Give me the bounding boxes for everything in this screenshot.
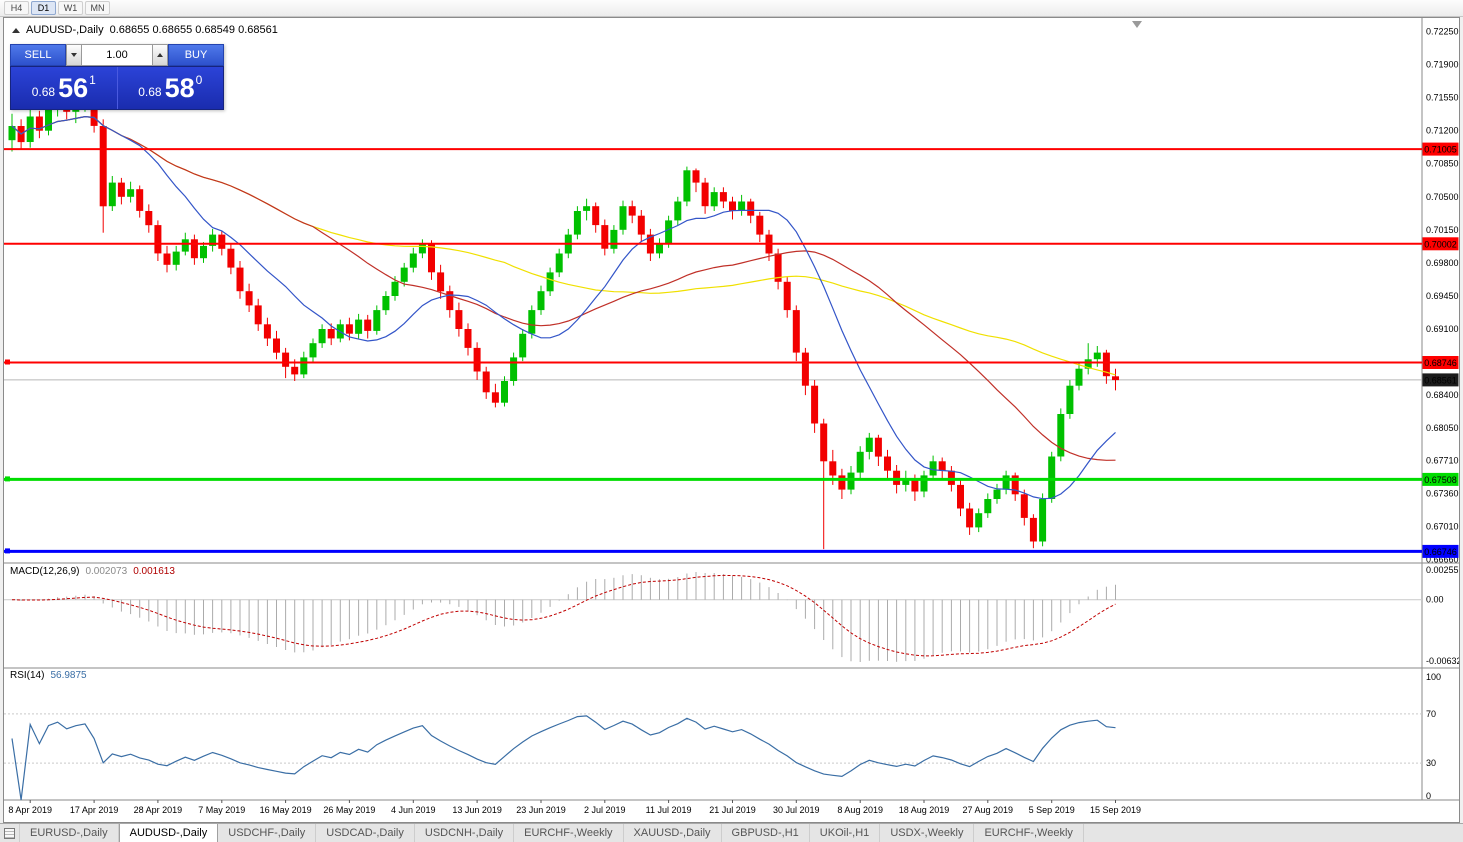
svg-text:0.71900: 0.71900 <box>1426 60 1459 70</box>
chart-tab-gbpusd-h1[interactable]: GBPUSD-,H1 <box>722 824 810 842</box>
svg-text:0.67010: 0.67010 <box>1426 521 1459 531</box>
chart-tab-bar: EURUSD-,Daily AUDUSD-,Daily USDCHF-,Daily U… <box>0 823 1463 842</box>
svg-text:18 Aug 2019: 18 Aug 2019 <box>899 805 950 815</box>
svg-text:-0.006326: -0.006326 <box>1426 656 1459 666</box>
chart-tab-eurchf-weekly[interactable]: EURCHF-,Weekly <box>514 824 624 842</box>
triangle-down-icon <box>71 53 77 57</box>
chart-window: 0.72250 0.71900 0.71550 0.71200 0.70850 0.705… <box>3 17 1460 823</box>
svg-text:13 Jun 2019: 13 Jun 2019 <box>452 805 502 815</box>
chart-tab-usdx-weekly[interactable]: USDX-,Weekly <box>880 824 975 842</box>
chart-tab-eurchf-weekly[interactable]: EURCHF-,Weekly <box>974 824 1084 842</box>
svg-text:0.69450: 0.69450 <box>1426 291 1459 301</box>
svg-text:100: 100 <box>1426 672 1441 682</box>
buy-price-display[interactable]: 0.68 58 0 <box>138 72 203 103</box>
chart-title: AUDUSD-,Daily 0.68655 0.68655 0.68549 0.… <box>12 24 278 36</box>
svg-text:26 May 2019: 26 May 2019 <box>323 805 375 815</box>
svg-text:0.70500: 0.70500 <box>1426 192 1459 202</box>
rsi-pane: 100 70 30 0 <box>4 672 1441 801</box>
svg-text:17 Apr 2019: 17 Apr 2019 <box>70 805 119 815</box>
chart-tab-usdcad-daily[interactable]: USDCAD-,Daily <box>316 824 415 842</box>
svg-text:5 Sep 2019: 5 Sep 2019 <box>1029 805 1075 815</box>
chart-symbol-label: AUDUSD-,Daily <box>26 24 104 36</box>
svg-text:8 Aug 2019: 8 Aug 2019 <box>837 805 883 815</box>
svg-text:0.70002: 0.70002 <box>1424 239 1457 249</box>
price-axis[interactable]: 0.72250 0.71900 0.71550 0.71200 0.70850 0.705… <box>1421 18 1459 800</box>
svg-text:27 Aug 2019: 27 Aug 2019 <box>963 805 1014 815</box>
macd-indicator-label: MACD(12,26,9) 0.002073 0.001613 <box>10 566 175 577</box>
chart-tab-ukoil-h1[interactable]: UKOil-,H1 <box>810 824 881 842</box>
support-resistance-lines[interactable]: 0.71005 0.70002 0.68746 0.67508 0.66746 <box>4 142 1459 558</box>
svg-text:7 May 2019: 7 May 2019 <box>198 805 245 815</box>
candlesticks[interactable] <box>8 91 1120 550</box>
timeframe-button-d1[interactable]: D1 <box>31 1 56 15</box>
svg-text:0.70150: 0.70150 <box>1426 225 1459 235</box>
timeframe-toolbar: H4 D1 W1 MN <box>0 0 1463 17</box>
macd-pane: 0.0025574 0.00 -0.006326 <box>4 565 1459 666</box>
svg-text:0.72250: 0.72250 <box>1426 27 1459 37</box>
triangle-up-icon <box>157 53 163 57</box>
svg-text:70: 70 <box>1426 709 1436 719</box>
current-price-line: 0.68561 <box>4 373 1459 387</box>
svg-text:0.68400: 0.68400 <box>1426 390 1459 400</box>
svg-text:30 Jul 2019: 30 Jul 2019 <box>773 805 820 815</box>
svg-text:0.69800: 0.69800 <box>1426 258 1459 268</box>
svg-text:0.67710: 0.67710 <box>1426 455 1459 465</box>
svg-text:21 Jul 2019: 21 Jul 2019 <box>709 805 756 815</box>
symbol-list-icon[interactable] <box>0 824 20 842</box>
chart-ohlc-values: 0.68655 0.68655 0.68549 0.68561 <box>109 24 278 36</box>
chart-collapse-icon[interactable] <box>12 27 20 33</box>
svg-text:0.00: 0.00 <box>1426 595 1444 605</box>
svg-text:16 May 2019: 16 May 2019 <box>260 805 312 815</box>
price-chart-canvas[interactable]: 0.72250 0.71900 0.71550 0.71200 0.70850 0.705… <box>4 18 1459 822</box>
volume-input[interactable] <box>82 44 152 66</box>
chart-tab-usdchf-daily[interactable]: USDCHF-,Daily <box>218 824 317 842</box>
timeframe-button-h4[interactable]: H4 <box>4 1 29 15</box>
date-axis[interactable]: 8 Apr 2019 17 Apr 2019 28 Apr 2019 7 May 20… <box>8 800 1141 815</box>
svg-text:0: 0 <box>1426 791 1431 801</box>
chart-tab-usdcnh-daily[interactable]: USDCNH-,Daily <box>415 824 515 842</box>
svg-text:0.68561: 0.68561 <box>1424 375 1457 385</box>
svg-text:0.71200: 0.71200 <box>1426 126 1459 136</box>
chart-tab-eurusd-daily[interactable]: EURUSD-,Daily <box>20 824 119 842</box>
svg-text:2 Jul 2019: 2 Jul 2019 <box>584 805 626 815</box>
svg-text:0.67360: 0.67360 <box>1426 488 1459 498</box>
svg-text:0.67508: 0.67508 <box>1424 475 1457 485</box>
svg-text:0.71005: 0.71005 <box>1424 145 1457 155</box>
svg-text:28 Apr 2019: 28 Apr 2019 <box>134 805 183 815</box>
svg-text:30: 30 <box>1426 758 1436 768</box>
price-divider <box>116 67 118 109</box>
timeframe-button-mn[interactable]: MN <box>85 1 110 15</box>
moving-average-lines <box>11 115 1116 500</box>
one-click-trading-panel: SELL BUY 0.68 56 1 0.68 58 0 <box>10 44 224 110</box>
chart-tab-audusd-daily[interactable]: AUDUSD-,Daily <box>118 824 219 842</box>
timeframe-button-w1[interactable]: W1 <box>58 1 83 15</box>
svg-text:0.69100: 0.69100 <box>1426 324 1459 334</box>
sell-price-display[interactable]: 0.68 56 1 <box>31 72 96 103</box>
svg-text:23 Jun 2019: 23 Jun 2019 <box>516 805 566 815</box>
volume-decrease-button[interactable] <box>66 44 82 66</box>
buy-button[interactable]: BUY <box>168 44 224 66</box>
svg-text:0.68050: 0.68050 <box>1426 423 1459 433</box>
svg-text:11 Jul 2019: 11 Jul 2019 <box>646 805 692 815</box>
chart-tab-xauusd-daily[interactable]: XAUUSD-,Daily <box>624 824 722 842</box>
svg-text:0.70850: 0.70850 <box>1426 159 1459 169</box>
svg-text:0.66660: 0.66660 <box>1426 555 1459 565</box>
svg-text:8 Apr 2019: 8 Apr 2019 <box>8 805 52 815</box>
sell-button[interactable]: SELL <box>10 44 66 66</box>
svg-text:4 Jun 2019: 4 Jun 2019 <box>391 805 436 815</box>
svg-text:0.0025574: 0.0025574 <box>1426 565 1459 575</box>
svg-text:15 Sep 2019: 15 Sep 2019 <box>1090 805 1141 815</box>
chart-shift-marker-icon <box>1132 21 1142 28</box>
svg-text:0.71550: 0.71550 <box>1426 93 1459 103</box>
rsi-indicator-label: RSI(14) 56.9875 <box>10 670 87 681</box>
svg-text:0.68746: 0.68746 <box>1424 358 1457 368</box>
volume-increase-button[interactable] <box>152 44 168 66</box>
svg-text:0.66746: 0.66746 <box>1424 547 1457 557</box>
